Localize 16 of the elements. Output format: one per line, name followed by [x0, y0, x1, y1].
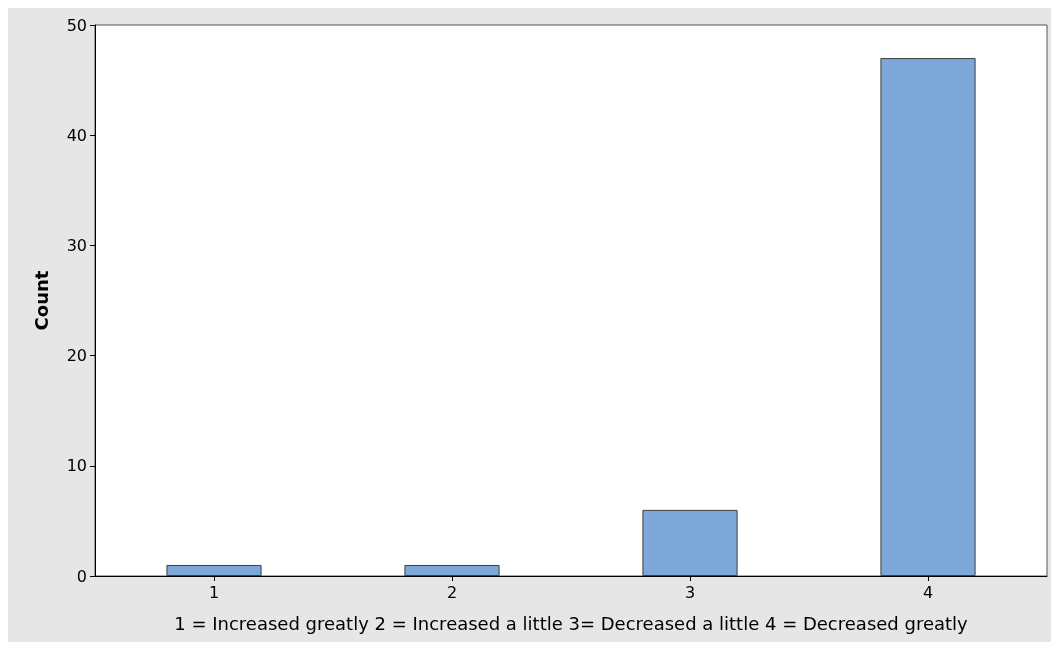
y-tick-label: 50	[66, 15, 87, 35]
bar	[166, 564, 262, 576]
y-tick-label: 30	[66, 235, 87, 255]
x-tick-label: 2	[446, 582, 458, 602]
y-axis-title: Count	[30, 270, 52, 331]
y-tick-label: 40	[66, 125, 87, 145]
bar	[404, 564, 500, 576]
y-tick-label: 10	[66, 456, 87, 476]
bar	[880, 58, 976, 576]
x-tick-label: 4	[922, 582, 934, 602]
y-tick-label: 0	[76, 566, 87, 586]
y-tick-label: 20	[66, 346, 87, 366]
bar	[642, 509, 738, 576]
x-tick-label: 1	[208, 582, 220, 602]
x-tick-label: 3	[684, 582, 696, 602]
x-axis-title: 1 = Increased greatly 2 = Increased a little 3= Decreased a little 4 = Decreased greatly	[174, 612, 969, 634]
